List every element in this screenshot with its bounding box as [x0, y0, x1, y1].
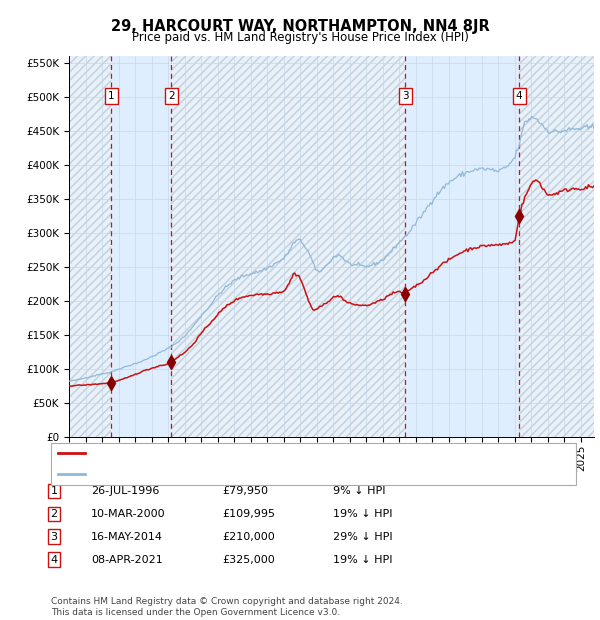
Bar [171, 56, 405, 437]
Text: 9% ↓ HPI: 9% ↓ HPI [333, 486, 386, 496]
Bar [69, 56, 111, 437]
Text: Price paid vs. HM Land Registry's House Price Index (HPI): Price paid vs. HM Land Registry's House … [131, 31, 469, 44]
Text: 4: 4 [516, 91, 523, 101]
Text: £210,000: £210,000 [222, 532, 275, 542]
Text: 08-APR-2021: 08-APR-2021 [91, 555, 163, 565]
Bar [405, 56, 519, 437]
Text: 10-MAR-2000: 10-MAR-2000 [91, 509, 166, 519]
Text: £79,950: £79,950 [222, 486, 268, 496]
Text: 29, HARCOURT WAY, NORTHAMPTON, NN4 8JR (detached house): 29, HARCOURT WAY, NORTHAMPTON, NN4 8JR (… [90, 448, 424, 458]
Text: 29, HARCOURT WAY, NORTHAMPTON, NN4 8JR: 29, HARCOURT WAY, NORTHAMPTON, NN4 8JR [110, 19, 490, 33]
Text: HPI: Average price, detached house, West Northamptonshire: HPI: Average price, detached house, West… [90, 469, 407, 479]
Text: 3: 3 [402, 91, 409, 101]
Text: 1: 1 [50, 486, 58, 496]
Text: 4: 4 [50, 555, 58, 565]
Text: 2: 2 [168, 91, 175, 101]
Text: This data is licensed under the Open Government Licence v3.0.: This data is licensed under the Open Gov… [51, 608, 340, 617]
Text: Contains HM Land Registry data © Crown copyright and database right 2024.: Contains HM Land Registry data © Crown c… [51, 597, 403, 606]
Text: 2: 2 [50, 509, 58, 519]
Text: 29% ↓ HPI: 29% ↓ HPI [333, 532, 392, 542]
Bar [111, 56, 171, 437]
Bar [171, 56, 405, 437]
Text: 19% ↓ HPI: 19% ↓ HPI [333, 555, 392, 565]
Bar [519, 56, 594, 437]
Text: £109,995: £109,995 [222, 509, 275, 519]
Bar [69, 56, 111, 437]
Text: £325,000: £325,000 [222, 555, 275, 565]
Text: 1: 1 [108, 91, 115, 101]
Text: 3: 3 [50, 532, 58, 542]
Text: 19% ↓ HPI: 19% ↓ HPI [333, 509, 392, 519]
Text: 26-JUL-1996: 26-JUL-1996 [91, 486, 160, 496]
Text: 16-MAY-2014: 16-MAY-2014 [91, 532, 163, 542]
Bar [519, 56, 594, 437]
